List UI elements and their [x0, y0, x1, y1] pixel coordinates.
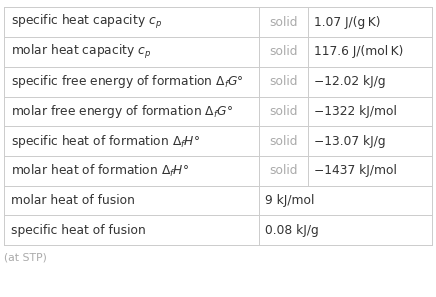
- Text: solid: solid: [269, 16, 297, 29]
- Text: specific heat of fusion: specific heat of fusion: [11, 224, 146, 237]
- Text: 1.07 J/(g K): 1.07 J/(g K): [314, 16, 381, 29]
- Text: molar heat of formation $\Delta_f H°$: molar heat of formation $\Delta_f H°$: [11, 163, 189, 179]
- Text: solid: solid: [269, 75, 297, 88]
- Text: −1437 kJ/mol: −1437 kJ/mol: [314, 164, 397, 177]
- Text: specific heat of formation $\Delta_f H°$: specific heat of formation $\Delta_f H°$: [11, 132, 200, 150]
- Text: −13.07 kJ/g: −13.07 kJ/g: [314, 135, 386, 148]
- Text: molar heat of fusion: molar heat of fusion: [11, 194, 135, 207]
- Text: 9 kJ/mol: 9 kJ/mol: [265, 194, 314, 207]
- Text: −1322 kJ/mol: −1322 kJ/mol: [314, 105, 397, 118]
- Text: 0.08 kJ/g: 0.08 kJ/g: [265, 224, 319, 237]
- Text: 117.6 J/(mol K): 117.6 J/(mol K): [314, 45, 404, 59]
- Text: solid: solid: [269, 105, 297, 118]
- Text: solid: solid: [269, 45, 297, 59]
- Text: molar free energy of formation $\Delta_f G°$: molar free energy of formation $\Delta_f…: [11, 103, 233, 120]
- Text: −12.02 kJ/g: −12.02 kJ/g: [314, 75, 386, 88]
- Text: specific free energy of formation $\Delta_f G°$: specific free energy of formation $\Delt…: [11, 73, 244, 90]
- Text: solid: solid: [269, 135, 297, 148]
- Text: specific heat capacity $c_p$: specific heat capacity $c_p$: [11, 13, 162, 31]
- Text: molar heat capacity $c_p$: molar heat capacity $c_p$: [11, 43, 151, 61]
- Text: (at STP): (at STP): [4, 252, 47, 263]
- Text: solid: solid: [269, 164, 297, 177]
